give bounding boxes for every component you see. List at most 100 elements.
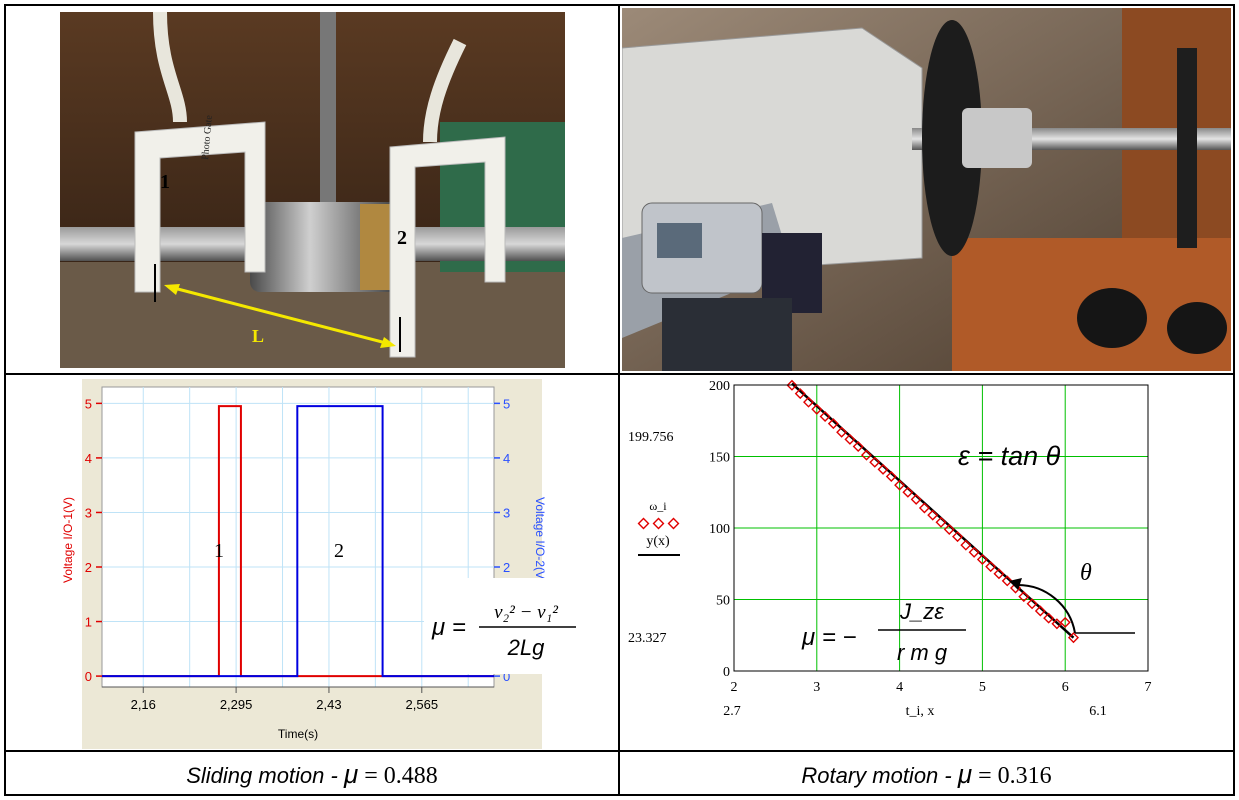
data-point [1043, 612, 1055, 624]
data-point [918, 502, 930, 514]
rotary-epsilon-formula: ε = tan θ [958, 441, 1061, 471]
theta-arrow-head [1009, 578, 1022, 590]
data-point [894, 479, 906, 491]
x-max-range-label: 6.1 [1089, 704, 1107, 719]
x-tick-label: 2 [731, 680, 738, 695]
data-point [860, 449, 872, 461]
y-left-tick-label: 5 [85, 396, 92, 411]
data-point [836, 426, 848, 438]
rotary-caption-text: Rotary motion - [801, 763, 958, 788]
rotary-apparatus-photo [622, 8, 1231, 371]
rotary-formula-denominator: r m g [897, 640, 948, 665]
data-point [952, 531, 964, 543]
x-axis-label: Time(s) [278, 727, 318, 741]
y-left-tick-label: 2 [85, 560, 92, 575]
y-axis-left-label: Voltage I/O-1(V) [61, 497, 75, 583]
sliding-formula-numerator: v₂² − v₁² [494, 602, 558, 623]
data-point [1059, 616, 1071, 628]
photo-cell-rotary [618, 4, 1235, 375]
sensor-2-label: 2 [397, 227, 407, 249]
rotary-apparatus-illustration [622, 8, 1231, 371]
rotary-caption-value: 0.316 [997, 763, 1052, 789]
y-tick-label: 100 [709, 522, 730, 537]
sliding-voltage-chart: 0 0 1 1 2 2 3 3 4 4 5 5 2,16 2,295 2,43 2,565 Time(s) V… [61, 379, 584, 749]
data-point [902, 486, 914, 498]
rotary-caption: Rotary motion - μ = 0.316 [620, 759, 1233, 790]
sliding-apparatus-illustration: 1 2 L Photo Gate [60, 12, 565, 368]
axes: 2 3 4 5 6 7 0 50 100 150 200 [709, 379, 1152, 695]
y-left-tick-label: 0 [85, 669, 92, 684]
series-2-line [102, 405, 494, 678]
y-tick-label: 0 [723, 665, 730, 680]
sliding-formula-lhs: μ = [431, 614, 466, 641]
sliding-formula-box [424, 578, 584, 674]
y-right-tick-label: 4 [503, 451, 510, 466]
sliding-caption-mu: μ [343, 759, 359, 789]
theta-label: θ [1080, 560, 1092, 586]
distance-label: L [252, 326, 264, 346]
data-point [943, 523, 955, 535]
data-point [869, 456, 881, 468]
chart-cell-rotary: 2 3 4 5 6 7 0 50 100 150 200 199.756 23.327 2.7 6.… [618, 373, 1235, 752]
x-tick-label: 2,43 [316, 697, 341, 712]
rotary-omega-chart: 2 3 4 5 6 7 0 50 100 150 200 199.756 23.327 2.7 6.… [628, 379, 1152, 719]
data-point [935, 516, 947, 528]
x-tick-label: 3 [813, 680, 820, 695]
chart-cell-sliding: 0 0 1 1 2 2 3 3 4 4 5 5 2,16 2,295 2,43 2,565 Time(s) V… [4, 373, 620, 752]
series-2-label: 2 [334, 540, 344, 562]
series-1-label: 1 [214, 540, 224, 562]
data-point [968, 546, 980, 558]
y-left-tick-label: 1 [85, 615, 92, 630]
axes: 0 0 1 1 2 2 3 3 4 4 5 5 2,16 2,295 2,43 2,565 [85, 396, 510, 712]
rotary-caption-mu: μ [957, 759, 973, 789]
sliding-formula-denominator: 2Lg [507, 635, 545, 660]
y-tick-label: 200 [709, 379, 730, 394]
sliding-apparatus-photo: 1 2 L Photo Gate [60, 12, 565, 368]
rotary-caption-equals: = [972, 763, 998, 789]
data-point [993, 568, 1005, 580]
data-point [786, 379, 798, 391]
rotary-formula-lhs: μ = − [801, 624, 857, 651]
sensor-1-label: 1 [160, 171, 170, 193]
data-point [960, 539, 972, 551]
legend-omega-markers [637, 517, 680, 530]
x-tick-label: 6 [1062, 680, 1069, 695]
data-point [844, 433, 856, 445]
y-min-range-label: 23.327 [628, 631, 667, 646]
data-point [1067, 632, 1079, 644]
sliding-caption-value: 0.488 [383, 763, 438, 789]
data-point [927, 509, 939, 521]
y-right-tick-label: 2 [503, 560, 510, 575]
y-right-tick-label: 0 [503, 669, 510, 684]
x-min-range-label: 2.7 [723, 704, 741, 719]
y-max-range-label: 199.756 [628, 430, 674, 445]
data-point [877, 463, 889, 475]
y-tick-label: 150 [709, 451, 730, 466]
x-tick-label: 2,295 [220, 697, 253, 712]
plot-frame [733, 384, 1149, 672]
data-point [910, 493, 922, 505]
sliding-caption-equals: = [358, 763, 384, 789]
data-point [827, 418, 839, 430]
data-point [976, 553, 988, 565]
x-tick-label: 2,16 [131, 697, 156, 712]
series [786, 379, 1079, 644]
data-point [885, 471, 897, 483]
x-axis-label: t_i, x [906, 704, 935, 719]
x-tick-label: 4 [896, 680, 903, 695]
y-right-tick-label: 3 [503, 505, 510, 520]
data-point [819, 410, 831, 422]
y-left-tick-label: 3 [85, 505, 92, 520]
y-left-tick-label: 4 [85, 451, 92, 466]
data-point [794, 388, 806, 400]
sensor-brand-text: Photo Gate [200, 114, 215, 160]
data-point [1051, 618, 1063, 630]
data-point [1018, 591, 1030, 603]
sliding-caption-text: Sliding motion - [186, 763, 344, 788]
data-point [985, 561, 997, 573]
data-point [1034, 605, 1046, 617]
series [102, 405, 494, 678]
legend-omega-label: ω_i [649, 499, 667, 513]
data-point [803, 396, 815, 408]
data-point [811, 403, 823, 415]
